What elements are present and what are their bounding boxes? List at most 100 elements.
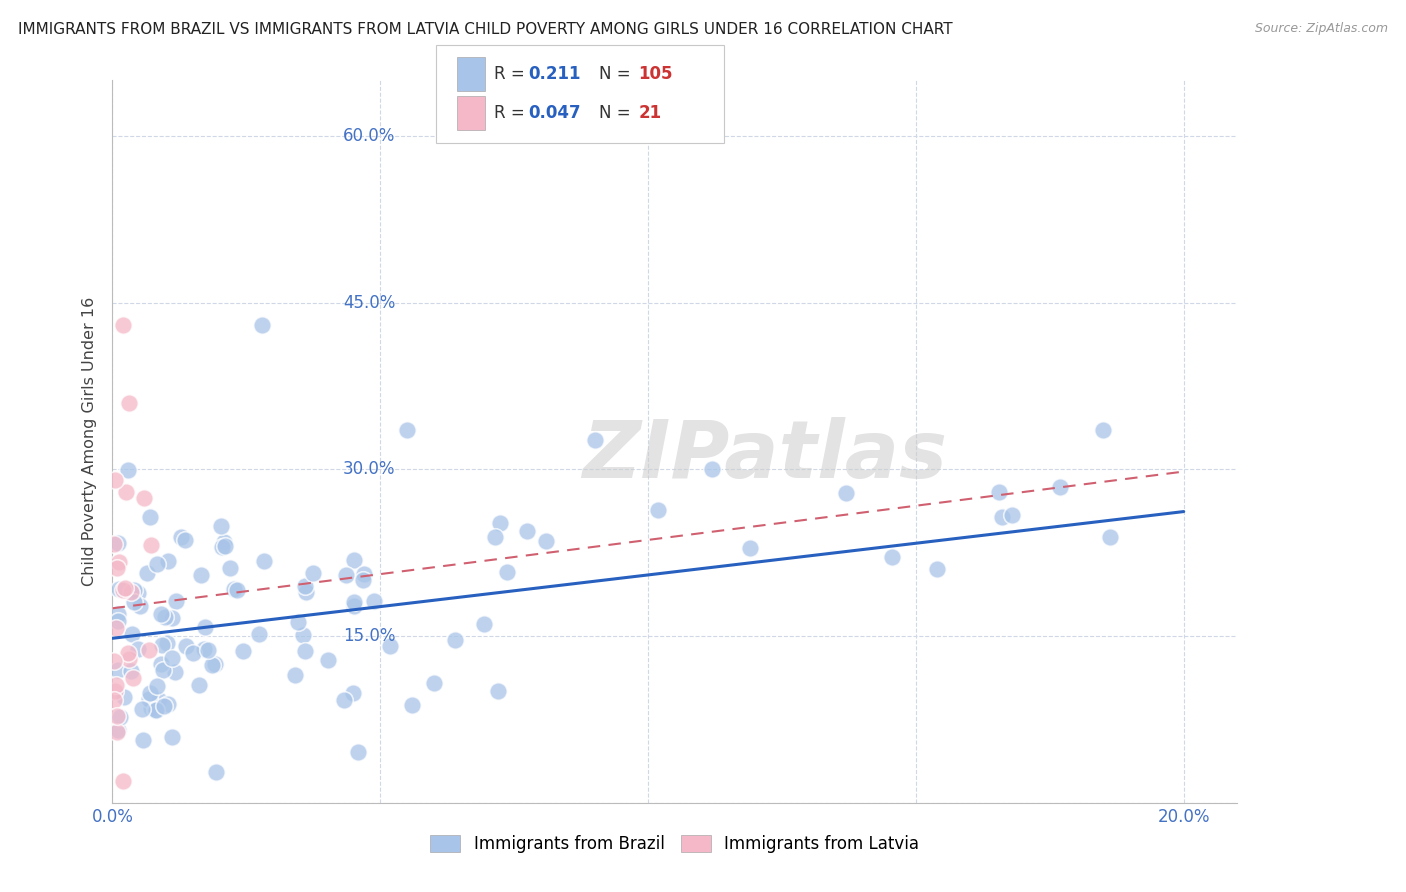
Point xyxy=(110,709,132,723)
Point xyxy=(139,701,162,715)
Point xyxy=(132,733,155,747)
Point xyxy=(170,530,193,544)
Point xyxy=(1000,508,1022,523)
Point xyxy=(160,611,183,625)
Point xyxy=(108,582,131,596)
Text: ZIPatlas: ZIPatlas xyxy=(582,417,948,495)
Point xyxy=(583,433,606,447)
Point xyxy=(127,642,149,657)
Point xyxy=(121,627,143,641)
Point xyxy=(444,632,467,647)
Point xyxy=(107,663,129,677)
Point xyxy=(115,484,138,499)
Point xyxy=(486,683,509,698)
Point xyxy=(112,690,135,704)
Point xyxy=(120,664,142,678)
Point xyxy=(160,651,183,665)
Point xyxy=(139,510,162,524)
Point xyxy=(294,585,316,599)
Point xyxy=(396,424,419,438)
Point xyxy=(197,643,219,657)
Point xyxy=(1098,530,1121,544)
Point xyxy=(120,585,142,599)
Point xyxy=(991,510,1014,524)
Point xyxy=(232,644,254,658)
Text: 0.047: 0.047 xyxy=(529,104,581,122)
Point xyxy=(117,646,139,660)
Point xyxy=(143,703,166,717)
Point xyxy=(103,654,125,668)
Point xyxy=(484,529,506,543)
Text: 60.0%: 60.0% xyxy=(343,127,395,145)
Point xyxy=(252,318,274,332)
Point xyxy=(181,646,204,660)
Point xyxy=(108,555,131,569)
Point xyxy=(536,533,558,548)
Point xyxy=(187,678,209,692)
Point xyxy=(363,594,385,608)
Point xyxy=(472,617,495,632)
Point xyxy=(342,594,364,608)
Point xyxy=(138,692,160,706)
Point xyxy=(150,638,173,652)
Point xyxy=(105,725,128,739)
Point xyxy=(204,765,226,780)
Point xyxy=(647,502,669,516)
Point xyxy=(219,561,242,575)
Point xyxy=(214,539,236,553)
Point xyxy=(342,552,364,566)
Point xyxy=(107,607,129,622)
Point xyxy=(226,582,249,597)
Point xyxy=(153,698,176,713)
Point xyxy=(1049,480,1071,494)
Point xyxy=(702,462,724,476)
Point xyxy=(835,486,858,500)
Point xyxy=(149,607,172,622)
Point xyxy=(157,554,180,568)
Point xyxy=(117,652,139,666)
Point xyxy=(253,553,276,567)
Point xyxy=(496,566,519,580)
Point xyxy=(138,685,160,699)
Point xyxy=(294,644,316,658)
Point xyxy=(149,657,172,672)
Point xyxy=(160,730,183,744)
Point xyxy=(209,518,232,533)
Point xyxy=(401,698,423,712)
Point xyxy=(105,677,128,691)
Point xyxy=(165,594,187,608)
Point xyxy=(146,680,169,694)
Point xyxy=(1092,424,1115,438)
Point xyxy=(127,586,149,600)
Point xyxy=(212,535,235,549)
Point xyxy=(516,524,538,539)
Point xyxy=(287,615,309,629)
Point xyxy=(352,573,374,587)
Point xyxy=(114,581,136,595)
Legend: Immigrants from Brazil, Immigrants from Latvia: Immigrants from Brazil, Immigrants from … xyxy=(423,828,927,860)
Point xyxy=(145,557,167,571)
Point xyxy=(342,686,364,700)
Point xyxy=(111,582,134,597)
Point xyxy=(335,568,357,582)
Point xyxy=(107,614,129,628)
Point xyxy=(103,693,125,707)
Point xyxy=(148,693,170,707)
Text: N =: N = xyxy=(599,104,630,122)
Point xyxy=(201,658,224,673)
Point xyxy=(378,640,401,654)
Point xyxy=(139,538,162,552)
Y-axis label: Child Poverty Among Girls Under 16: Child Poverty Among Girls Under 16 xyxy=(82,297,97,586)
Point xyxy=(193,641,215,656)
Point xyxy=(353,567,375,582)
Point xyxy=(156,636,179,650)
Point xyxy=(138,643,160,657)
Point xyxy=(112,318,135,332)
Point xyxy=(284,667,307,681)
Point xyxy=(131,702,153,716)
Point xyxy=(173,533,195,547)
Point xyxy=(880,550,903,565)
Point xyxy=(204,657,226,671)
Point xyxy=(291,628,314,642)
Point xyxy=(211,540,233,554)
